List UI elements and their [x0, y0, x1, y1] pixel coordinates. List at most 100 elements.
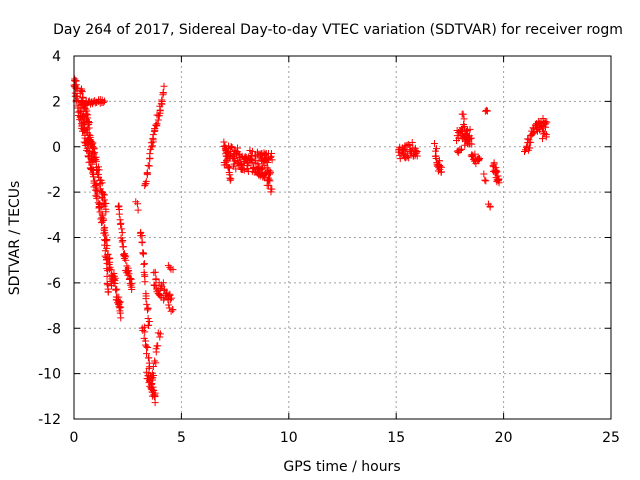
- data-point: [115, 297, 123, 305]
- data-point: [234, 144, 242, 152]
- data-point: [143, 343, 151, 351]
- data-point: [169, 266, 177, 274]
- data-point: [483, 107, 491, 115]
- data-point: [118, 225, 126, 233]
- data-point: [138, 238, 146, 246]
- data-point: [90, 144, 98, 152]
- data-point: [93, 190, 101, 198]
- data-point: [95, 166, 103, 174]
- data-point: [86, 147, 94, 155]
- data-point: [143, 169, 151, 177]
- data-point: [251, 156, 259, 164]
- data-point: [538, 135, 546, 143]
- data-point: [117, 220, 125, 228]
- data-point: [435, 157, 443, 165]
- data-point: [408, 138, 416, 146]
- data-point: [256, 165, 264, 173]
- data-point: [142, 292, 150, 300]
- data-point: [146, 150, 154, 158]
- data-point: [433, 145, 441, 153]
- data-point: [100, 196, 108, 204]
- data-point: [99, 99, 107, 107]
- data-point: [227, 143, 235, 151]
- data-point: [149, 363, 157, 371]
- data-point: [88, 157, 96, 165]
- data-point: [463, 131, 471, 139]
- y-tick-label: 0: [52, 140, 61, 156]
- data-point: [152, 348, 160, 356]
- data-point: [486, 203, 494, 211]
- data-point: [86, 141, 94, 149]
- y-tick-label: -8: [47, 321, 61, 337]
- data-point: [98, 212, 106, 220]
- x-tick-label: 20: [495, 430, 513, 446]
- data-point: [265, 181, 273, 189]
- data-point: [151, 399, 159, 407]
- data-point: [122, 256, 130, 264]
- data-point: [143, 306, 151, 314]
- data-point: [145, 317, 153, 325]
- data-point: [145, 364, 153, 372]
- data-point: [156, 106, 164, 114]
- data-point: [137, 228, 145, 236]
- data-point: [143, 300, 151, 308]
- data-point: [471, 150, 479, 158]
- data-point: [119, 243, 127, 251]
- data-point: [224, 154, 232, 162]
- data-point: [542, 131, 550, 139]
- x-tick-label: 5: [177, 430, 186, 446]
- data-point: [413, 149, 421, 157]
- data-point: [105, 265, 113, 273]
- data-point: [476, 154, 484, 162]
- data-point: [119, 236, 127, 244]
- x-tick-label: 15: [387, 430, 405, 446]
- data-point: [260, 173, 268, 181]
- data-point: [83, 129, 91, 137]
- data-point: [239, 165, 247, 173]
- data-point: [138, 232, 146, 240]
- data-point: [147, 143, 155, 151]
- data-point: [413, 152, 421, 160]
- x-tick-label: 0: [70, 430, 79, 446]
- data-point: [144, 322, 152, 330]
- data-point: [462, 131, 470, 139]
- data-point: [101, 97, 109, 105]
- data-point: [152, 121, 160, 129]
- data-point: [482, 177, 490, 185]
- data-point: [148, 386, 156, 394]
- data-point: [99, 217, 107, 225]
- data-point: [151, 127, 159, 135]
- y-axis-label: SDTVAR / TECUs: [7, 181, 23, 296]
- y-tick-label: -10: [38, 367, 61, 383]
- data-point: [79, 113, 87, 121]
- data-point: [491, 166, 499, 174]
- data-point: [128, 283, 136, 291]
- data-point: [396, 155, 404, 163]
- data-point: [98, 210, 106, 218]
- data-point: [102, 231, 110, 239]
- data-point: [249, 147, 257, 155]
- data-point: [118, 238, 126, 246]
- data-point: [492, 167, 500, 175]
- data-point: [526, 144, 534, 152]
- plot-frame: [73, 55, 612, 420]
- y-tick-labels: 4 2 0 -2 -4 -6 -8 -10 -12: [38, 49, 61, 428]
- data-point: [71, 83, 79, 91]
- data-point: [116, 298, 124, 306]
- data-point: [149, 131, 157, 139]
- data-point: [169, 306, 177, 314]
- data-point: [103, 236, 111, 244]
- data-point: [91, 177, 99, 185]
- data-point: [95, 163, 103, 171]
- data-point: [127, 275, 135, 283]
- data-point: [543, 118, 551, 126]
- y-tick-label: 4: [52, 49, 61, 65]
- data-point: [104, 288, 112, 296]
- data-point: [148, 142, 156, 150]
- data-point: [152, 276, 160, 284]
- data-point: [159, 279, 167, 287]
- data-point: [115, 210, 123, 218]
- data-point: [115, 299, 123, 307]
- data-point: [73, 92, 81, 100]
